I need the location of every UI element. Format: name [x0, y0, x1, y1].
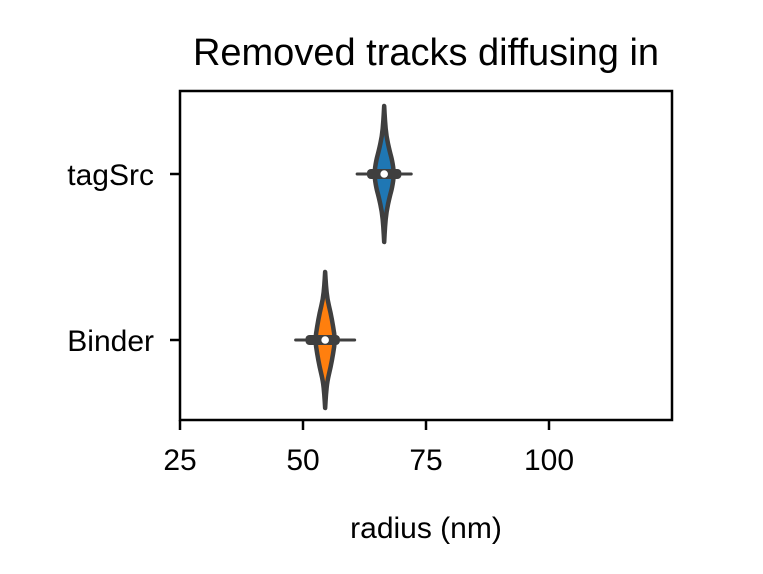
x-tick-label: 100 — [524, 444, 574, 477]
x-axis-ticks: 25 50 75 100 — [163, 420, 574, 477]
y-tick-label-binder: Binder — [67, 325, 154, 358]
chart-title: Removed tracks diffusing in — [193, 32, 659, 74]
violins-layer — [294, 103, 413, 411]
x-tick-label: 75 — [409, 444, 442, 477]
x-axis-label: radius (nm) — [350, 512, 502, 545]
y-tick-label-tagsrc: tagSrc — [67, 159, 154, 192]
violin-median-tagsrc — [380, 170, 388, 178]
x-tick-label: 25 — [163, 444, 196, 477]
x-tick-label: 50 — [286, 444, 319, 477]
violin-tagsrc — [355, 103, 413, 245]
violin-median-binder — [321, 336, 329, 344]
plot-frame — [178, 89, 674, 422]
y-axis-ticks: tagSrc Binder — [67, 159, 180, 358]
violin-binder — [294, 269, 357, 411]
